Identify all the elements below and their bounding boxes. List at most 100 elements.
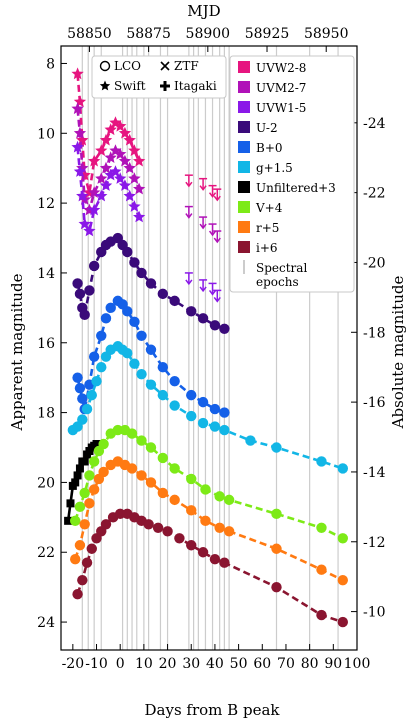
data-point [219, 407, 230, 418]
upper-limit-arrow [213, 195, 221, 202]
data-point [136, 368, 147, 380]
marker-legend-label: Swift [114, 79, 146, 93]
data-point [337, 574, 348, 586]
data-point [84, 470, 95, 481]
data-point [79, 519, 90, 530]
data-point [88, 456, 100, 467]
y-axis-right-absolute: -24 -22 -20 -18 -16 -14 -12 -10 [351, 116, 386, 621]
data-point [98, 466, 109, 478]
data-point [95, 144, 108, 156]
data-point [143, 519, 154, 530]
data-point [86, 543, 97, 554]
abs-tick-label: -16 [363, 395, 386, 411]
data-point [128, 172, 141, 184]
data-point [104, 123, 117, 136]
data-point [157, 389, 169, 401]
data-point [316, 456, 327, 467]
upper-limits [184, 174, 222, 202]
legend-swatch [238, 241, 250, 253]
upper-limit-arrow [208, 289, 217, 296]
mjd-tick-label: 58875 [126, 26, 171, 42]
data-point [169, 295, 180, 307]
data-point [105, 302, 116, 314]
data-point [73, 165, 87, 177]
data-point [133, 154, 146, 167]
data-point [71, 67, 84, 80]
data-point [219, 557, 230, 568]
data-point [96, 330, 107, 341]
series-uvw2-8 [71, 67, 146, 198]
plot-frame [60, 45, 358, 651]
data-point [128, 200, 141, 212]
data-point [73, 126, 87, 139]
band-legend-label: r+5 [256, 221, 279, 235]
data-point [72, 278, 83, 289]
data-point [73, 95, 87, 108]
data-point [81, 557, 93, 568]
series-layer [64, 67, 348, 628]
data-point [99, 179, 113, 191]
data-point [73, 471, 82, 480]
data-point [99, 161, 113, 174]
x-tick-label: -10 [85, 656, 108, 672]
data-point [316, 609, 327, 621]
data-point [74, 382, 86, 394]
data-point [271, 543, 282, 554]
y-axis-right-title: Absolute magnitude [389, 276, 407, 430]
series-b-0 [72, 295, 230, 418]
data-point [197, 313, 209, 324]
legend-plus-marker [160, 81, 170, 91]
data-point [169, 375, 180, 387]
data-point [79, 309, 90, 321]
band-legend-label: UVW1-5 [256, 101, 306, 115]
data-point [145, 442, 157, 453]
data-point [271, 442, 282, 453]
data-point [186, 540, 197, 551]
data-point [197, 417, 209, 429]
data-point [209, 421, 221, 432]
mjd-tick-label: 58950 [304, 26, 349, 42]
data-point [77, 574, 88, 586]
data-point [316, 564, 327, 575]
legend-swatch [238, 61, 250, 73]
data-point [88, 154, 101, 167]
data-point [157, 288, 169, 300]
data-point [316, 522, 327, 534]
data-point [223, 494, 235, 506]
y-axis-left: 8 10 12 14 16 18 20 22 24 [37, 56, 67, 631]
data-point [186, 306, 197, 317]
data-point [95, 172, 108, 184]
data-point [74, 288, 86, 300]
data-point [118, 179, 132, 191]
data-point [337, 463, 348, 474]
data-point [129, 358, 140, 369]
band-legend-label: V+4 [255, 201, 283, 215]
data-point [74, 540, 86, 551]
data-point [88, 351, 100, 362]
data-point [78, 168, 91, 181]
data-point [70, 515, 81, 527]
data-point [136, 435, 147, 446]
y-tick-label: 20 [37, 475, 55, 491]
legend-swatch [238, 161, 250, 173]
data-point [219, 323, 230, 334]
data-point [72, 588, 83, 600]
data-point [76, 189, 89, 202]
upper-limit-arrow [208, 192, 217, 198]
abs-tick-label: -10 [363, 605, 386, 621]
x-tick-label: 50 [230, 656, 248, 672]
data-point [92, 440, 101, 449]
upper-limit-arrow [199, 223, 207, 230]
legend-swatch [238, 201, 250, 213]
x-tick-label: 100 [344, 656, 371, 672]
data-point [112, 424, 124, 436]
data-point [70, 554, 81, 565]
legend-swatch [238, 221, 250, 233]
series-uvm2-7 [71, 102, 146, 216]
data-point [209, 403, 221, 415]
marker-legend-box [91, 55, 227, 99]
data-point [84, 285, 95, 296]
data-point [104, 168, 117, 181]
data-point [100, 519, 112, 530]
data-point [118, 154, 132, 167]
